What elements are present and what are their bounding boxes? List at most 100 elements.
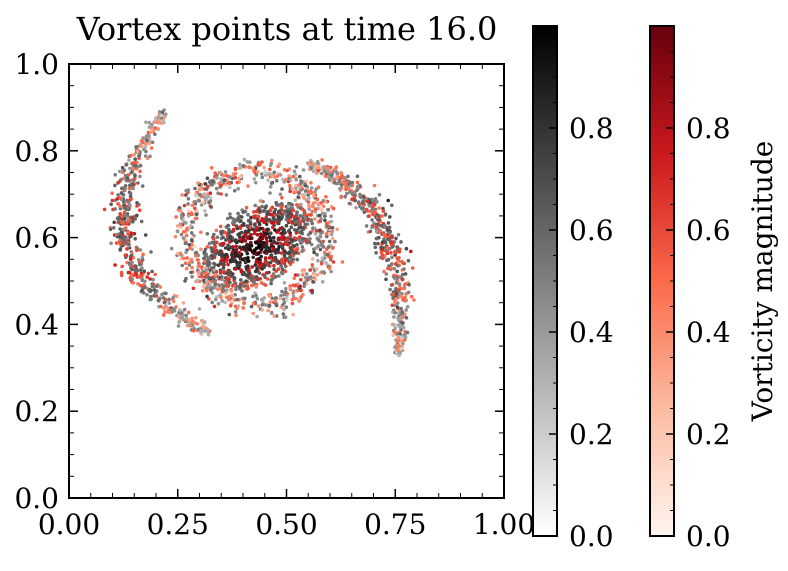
scatter-point <box>296 195 301 199</box>
scatter-point <box>286 238 290 242</box>
scatter-point <box>251 294 255 299</box>
scatter-point <box>181 317 186 322</box>
scatter-point <box>128 191 133 196</box>
scatter-point <box>292 276 297 281</box>
scatter-point <box>248 244 253 248</box>
scatter-point <box>233 238 237 243</box>
scatter-point <box>246 259 251 263</box>
scatter-point <box>209 166 214 170</box>
scatter-point <box>262 165 267 170</box>
scatter-point <box>269 207 273 211</box>
scatter-point <box>289 225 294 229</box>
y-tick-label: 0.8 <box>14 135 59 168</box>
scatter-point <box>244 205 249 210</box>
scatter-point <box>282 168 287 172</box>
scatter-point <box>219 296 223 300</box>
scatter-point <box>282 297 286 302</box>
scatter-point <box>313 200 318 205</box>
scatter-point <box>327 239 332 244</box>
scatter-point <box>128 262 132 267</box>
scatter-point <box>275 203 280 207</box>
scatter-point <box>232 298 237 302</box>
scatter-point <box>128 183 132 188</box>
scatter-point <box>303 189 308 193</box>
scatter-point <box>123 253 128 257</box>
scatter-point <box>269 212 274 217</box>
scatter-point <box>148 154 152 159</box>
scatter-point <box>397 311 401 315</box>
scatter-point <box>231 172 236 176</box>
scatter-point <box>255 214 260 218</box>
scatter-point <box>256 304 261 308</box>
scatter-point <box>140 288 144 293</box>
scatter-point <box>398 325 402 329</box>
scatter-point <box>134 248 139 253</box>
scatter-point <box>244 265 248 269</box>
scatter-point <box>186 214 191 218</box>
scatter-point <box>310 257 315 261</box>
scatter-point <box>381 209 386 213</box>
scatter-point <box>403 272 408 276</box>
scatter-point <box>193 186 197 191</box>
scatter-point <box>278 192 283 197</box>
scatter-point <box>238 284 242 288</box>
scatter-point <box>186 310 191 315</box>
scatter-point <box>391 292 396 296</box>
scatter-point <box>226 262 230 267</box>
scatter-point <box>191 220 196 224</box>
scatter-point <box>401 298 405 302</box>
scatter-point <box>382 237 386 241</box>
scatter-point <box>290 301 295 306</box>
scatter-point <box>320 211 325 216</box>
scatter-point <box>309 242 314 247</box>
scatter-point <box>224 280 229 285</box>
scatter-point <box>285 168 290 173</box>
scatter-point <box>282 307 286 312</box>
scatter-point <box>275 178 279 183</box>
scatter-point <box>141 252 145 257</box>
scatter-point <box>274 269 279 273</box>
scatter-point <box>128 197 132 202</box>
scatter-point <box>238 260 242 265</box>
scatter-point <box>401 314 405 319</box>
scatter-point <box>293 273 298 277</box>
scatter-point <box>270 158 274 163</box>
scatter-point <box>290 221 295 225</box>
scatter-point <box>393 311 398 315</box>
scatter-point <box>219 192 223 196</box>
scatter-point <box>246 212 250 217</box>
scatter-point <box>213 249 218 253</box>
scatter-point <box>355 180 360 185</box>
scatter-point <box>132 152 136 157</box>
scatter-point <box>135 160 139 165</box>
scatter-point <box>301 168 306 172</box>
scatter-point <box>401 321 405 325</box>
scatter-point <box>278 241 283 246</box>
scatter-point <box>398 316 402 320</box>
scatter-point <box>334 176 339 180</box>
scatter-point <box>282 180 287 184</box>
scatter-point <box>154 294 159 298</box>
scatter-point <box>387 231 392 235</box>
scatter-point <box>212 304 217 309</box>
scatter-point <box>273 218 278 222</box>
scatter-point <box>173 234 178 239</box>
scatter-point <box>195 258 200 262</box>
scatter-point <box>257 271 262 275</box>
scatter-point <box>186 197 191 201</box>
scatter-point <box>253 263 258 267</box>
scatter-point <box>131 220 135 224</box>
scatter-point <box>277 274 281 278</box>
scatter-point <box>161 296 166 300</box>
scatter-point <box>140 258 145 262</box>
scatter-point <box>306 233 311 237</box>
scatter-point <box>314 228 319 233</box>
scatter-point <box>339 195 343 200</box>
scatter-point <box>285 298 289 302</box>
scatter-point <box>188 246 192 250</box>
scatter-point <box>202 329 207 333</box>
scatter-point <box>268 167 272 172</box>
scatter-point <box>238 225 242 229</box>
scatter-point <box>247 268 251 273</box>
scatter-point <box>140 266 144 270</box>
